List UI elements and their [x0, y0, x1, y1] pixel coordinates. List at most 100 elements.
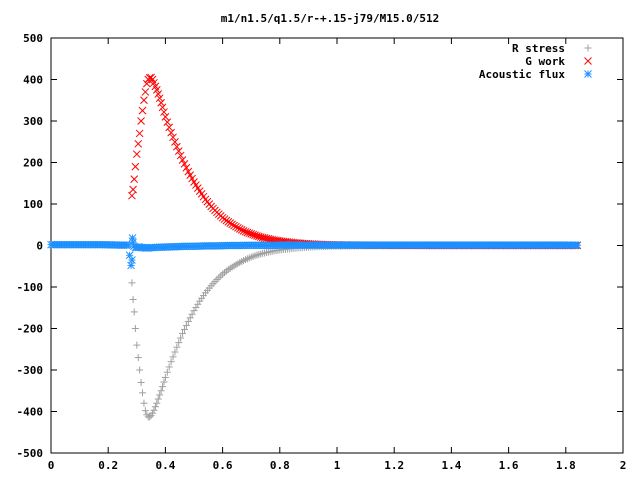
data-point [255, 250, 263, 258]
data-point [180, 325, 188, 333]
legend-marker [584, 70, 592, 78]
legend-label: R stress [512, 42, 565, 55]
legend-marker [584, 44, 592, 52]
y-tick-label: -100 [17, 281, 44, 294]
data-point [184, 317, 192, 325]
data-point [257, 250, 265, 258]
data-point [141, 88, 150, 96]
data-point [140, 399, 148, 407]
series-g-work [128, 73, 582, 250]
data-point [138, 106, 147, 115]
data-point [151, 403, 159, 411]
data-point [217, 272, 225, 280]
y-tick-label: 400 [23, 74, 43, 87]
data-point [146, 413, 154, 421]
data-point [175, 339, 183, 347]
series-acoustic-flux [47, 234, 582, 270]
data-point [192, 303, 200, 311]
data-point [190, 307, 198, 315]
data-point [128, 279, 136, 287]
data-point [232, 222, 240, 231]
data-point [142, 79, 151, 88]
data-point [132, 150, 141, 159]
data-point [169, 133, 177, 142]
data-point [172, 142, 181, 151]
x-tick-label: 1 [334, 459, 341, 472]
data-point [179, 329, 187, 337]
data-point [130, 175, 139, 183]
data-point [137, 378, 145, 386]
data-point [174, 147, 183, 156]
data-point [130, 308, 138, 316]
data-point [167, 358, 175, 366]
x-tick-label: 0 [48, 459, 55, 472]
data-point [159, 383, 167, 391]
data-point [154, 395, 162, 403]
x-tick-label: 0.4 [155, 459, 175, 472]
y-tick-label: 0 [36, 240, 43, 253]
data-point [182, 163, 191, 172]
data-point [154, 90, 163, 98]
data-point [165, 123, 174, 132]
data-point [171, 348, 179, 356]
legend-label: Acoustic flux [479, 68, 565, 81]
data-point [573, 241, 582, 249]
data-point [239, 226, 248, 235]
x-tick-label: 1.4 [441, 459, 461, 472]
data-point [139, 389, 147, 397]
y-tick-label: 500 [23, 32, 43, 45]
y-tick-label: -300 [17, 364, 44, 377]
data-point [135, 129, 144, 138]
y-tick-label: 100 [23, 198, 43, 211]
data-point [140, 96, 148, 105]
data-point [235, 225, 244, 233]
x-tick-label: 2 [620, 459, 627, 472]
data-point [186, 314, 194, 322]
data-point [160, 378, 168, 386]
data-point [167, 128, 175, 137]
y-tick-label: -500 [17, 447, 44, 460]
y-tick-label: -400 [17, 406, 44, 419]
data-point [136, 366, 144, 374]
data-point [153, 399, 161, 407]
data-point [188, 310, 196, 318]
data-point [219, 270, 227, 278]
data-point [163, 368, 171, 376]
data-point [161, 112, 170, 121]
data-point [152, 86, 161, 94]
data-point [233, 223, 242, 232]
data-point [165, 363, 173, 371]
data-point [173, 343, 181, 351]
data-point [163, 118, 172, 126]
data-point [169, 353, 177, 361]
data-point [194, 300, 202, 308]
data-point [155, 94, 164, 103]
data-point [128, 191, 136, 200]
y-tick-label: -200 [17, 323, 44, 336]
data-point [237, 226, 246, 234]
series-r-stress [128, 242, 581, 421]
data-point [176, 151, 185, 160]
y-tick-label: 200 [23, 157, 43, 170]
x-tick-label: 1.2 [384, 459, 404, 472]
legend-label: G work [525, 55, 565, 68]
data-point [180, 160, 189, 168]
data-point [171, 138, 179, 146]
data-point [131, 162, 140, 171]
series-layer [47, 73, 582, 421]
data-point [177, 334, 185, 342]
data-point [129, 185, 137, 194]
x-tick-label: 1.6 [499, 459, 519, 472]
data-point [149, 409, 157, 417]
axis-ticks: 0 0.2 0.4 0.6 0.8 1 1.2 1.4 1.6 1.8 2 500 400 300 200 1… [17, 32, 627, 472]
legend-marker [584, 57, 592, 65]
data-point [129, 295, 137, 303]
data-point [215, 274, 223, 282]
data-point [182, 321, 190, 329]
data-point [178, 156, 187, 164]
data-point [161, 373, 169, 381]
x-tick-label: 0.2 [98, 459, 118, 472]
data-point [141, 407, 149, 415]
